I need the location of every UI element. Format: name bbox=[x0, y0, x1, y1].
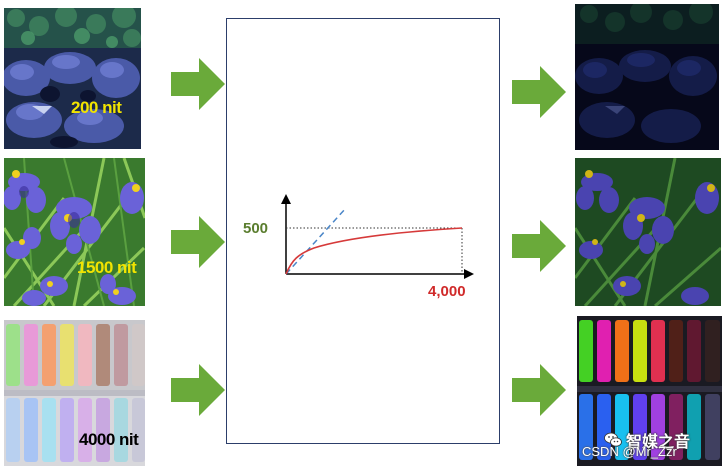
output-image-flowers bbox=[575, 158, 721, 306]
wechat-brand: 智媒之音 bbox=[604, 428, 690, 452]
y-axis-arrowhead bbox=[281, 194, 291, 204]
arrow-right-icon bbox=[512, 220, 566, 272]
linear-reference-line bbox=[285, 207, 347, 275]
arrow-right-icon bbox=[171, 216, 225, 268]
wechat-brand-name: 智媒之音 bbox=[626, 434, 691, 451]
x-axis-arrowhead bbox=[464, 269, 474, 279]
tone-mapping-panel bbox=[226, 18, 500, 444]
x-max-label: 4,000 bbox=[428, 283, 466, 300]
input-label-200-nit: 200 nit bbox=[71, 98, 122, 117]
input-image-pastels: 4000 nit bbox=[4, 320, 145, 466]
input-label-4000-nit: 4000 nit bbox=[79, 430, 139, 449]
y-max-label: 500 bbox=[243, 220, 268, 237]
tone-mapping-curve-diagram: 500 4,000 bbox=[243, 194, 474, 300]
input-image-rocks: 200 nit bbox=[4, 8, 141, 149]
arrow-right-icon bbox=[171, 58, 225, 110]
arrow-right-icon bbox=[171, 364, 225, 416]
output-image-rocks bbox=[575, 4, 719, 150]
input-image-flowers: 1500 nit bbox=[4, 158, 145, 306]
wechat-icon bbox=[604, 432, 622, 447]
tone-curve bbox=[285, 227, 463, 275]
arrow-right-icon bbox=[512, 66, 566, 118]
arrow-right-icon bbox=[512, 364, 566, 416]
csdn-watermark: CSDN @Mr_Zzr bbox=[582, 444, 677, 459]
input-label-1500-nit: 1500 nit bbox=[77, 258, 137, 277]
output-image-pastels bbox=[577, 316, 722, 466]
